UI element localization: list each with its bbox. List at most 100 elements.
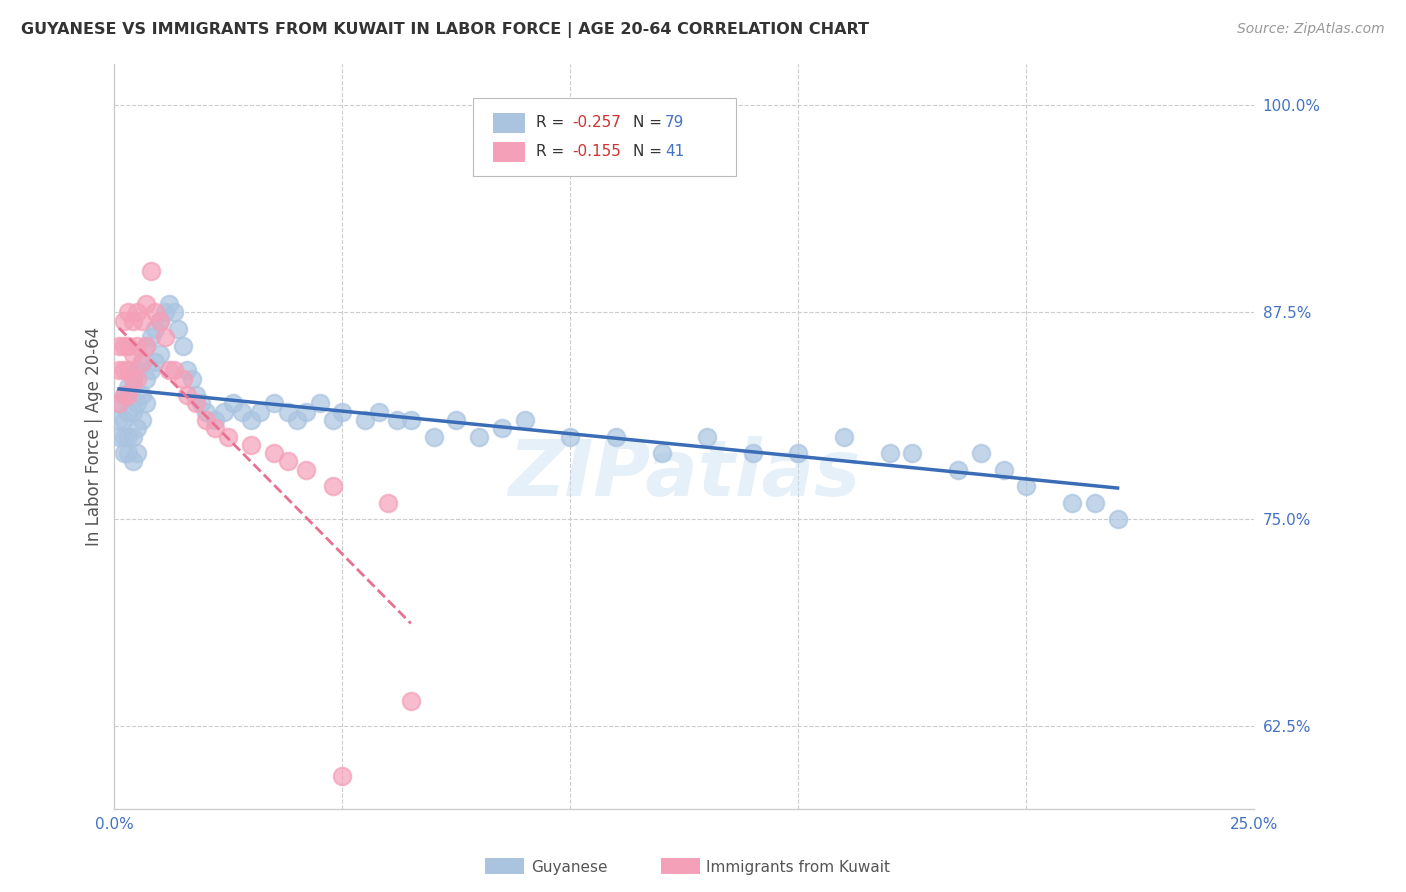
- Point: [112, 413, 135, 427]
- Point: [108, 396, 131, 410]
- Point: [135, 338, 157, 352]
- Point: [240, 438, 263, 452]
- Point: [946, 463, 969, 477]
- Point: [879, 446, 901, 460]
- Point: [112, 363, 135, 377]
- Text: ZIPatlas: ZIPatlas: [508, 436, 860, 512]
- Point: [108, 363, 131, 377]
- Point: [121, 380, 143, 394]
- Point: [135, 396, 157, 410]
- Point: [605, 429, 627, 443]
- Text: -0.155: -0.155: [572, 144, 621, 159]
- Point: [117, 429, 139, 443]
- Point: [127, 371, 149, 385]
- Point: [149, 347, 172, 361]
- Point: [1084, 496, 1107, 510]
- Point: [163, 363, 186, 377]
- Point: [249, 405, 271, 419]
- Point: [108, 429, 131, 443]
- Point: [332, 769, 354, 783]
- Point: [970, 446, 993, 460]
- Point: [139, 330, 162, 344]
- Point: [172, 371, 194, 385]
- Text: GUYANESE VS IMMIGRANTS FROM KUWAIT IN LABOR FORCE | AGE 20-64 CORRELATION CHART: GUYANESE VS IMMIGRANTS FROM KUWAIT IN LA…: [21, 22, 869, 38]
- Point: [176, 363, 198, 377]
- Point: [217, 429, 239, 443]
- Point: [446, 413, 468, 427]
- Point: [131, 413, 153, 427]
- Point: [117, 338, 139, 352]
- Point: [145, 305, 167, 319]
- Point: [263, 396, 285, 410]
- Point: [121, 347, 143, 361]
- Point: [186, 396, 208, 410]
- Text: 41: 41: [665, 144, 685, 159]
- Text: Immigrants from Kuwait: Immigrants from Kuwait: [706, 860, 890, 874]
- Point: [145, 355, 167, 369]
- Point: [112, 429, 135, 443]
- Text: -0.257: -0.257: [572, 115, 621, 129]
- Point: [139, 363, 162, 377]
- Point: [696, 429, 718, 443]
- Point: [112, 313, 135, 327]
- Point: [117, 388, 139, 402]
- Point: [167, 322, 190, 336]
- Point: [131, 355, 153, 369]
- Point: [212, 405, 235, 419]
- Text: R =: R =: [536, 144, 569, 159]
- Point: [149, 313, 172, 327]
- Point: [127, 396, 149, 410]
- Point: [131, 355, 153, 369]
- Point: [285, 413, 308, 427]
- Point: [181, 371, 204, 385]
- Point: [1107, 512, 1129, 526]
- Text: 79: 79: [665, 115, 685, 129]
- Point: [121, 405, 143, 419]
- Point: [121, 313, 143, 327]
- Point: [491, 421, 513, 435]
- Point: [153, 330, 176, 344]
- Point: [901, 446, 924, 460]
- Point: [153, 305, 176, 319]
- Point: [263, 446, 285, 460]
- Point: [121, 454, 143, 468]
- Point: [422, 429, 444, 443]
- Point: [277, 405, 299, 419]
- Point: [135, 338, 157, 352]
- FancyBboxPatch shape: [494, 113, 524, 133]
- Point: [117, 380, 139, 394]
- Point: [560, 429, 582, 443]
- Point: [112, 388, 135, 402]
- Text: R =: R =: [536, 115, 569, 129]
- Point: [139, 264, 162, 278]
- Point: [135, 371, 157, 385]
- Point: [108, 413, 131, 427]
- Point: [186, 388, 208, 402]
- Point: [468, 429, 491, 443]
- Point: [367, 405, 389, 419]
- Point: [322, 413, 344, 427]
- Point: [127, 421, 149, 435]
- Point: [240, 413, 263, 427]
- Point: [149, 313, 172, 327]
- Text: N =: N =: [633, 144, 666, 159]
- Point: [377, 496, 399, 510]
- Point: [108, 338, 131, 352]
- Point: [354, 413, 377, 427]
- Point: [172, 338, 194, 352]
- Point: [741, 446, 763, 460]
- Point: [1015, 479, 1038, 493]
- Text: Source: ZipAtlas.com: Source: ZipAtlas.com: [1237, 22, 1385, 37]
- Point: [322, 479, 344, 493]
- Point: [176, 388, 198, 402]
- Point: [295, 405, 318, 419]
- Point: [832, 429, 855, 443]
- Point: [157, 363, 180, 377]
- Point: [993, 463, 1015, 477]
- Text: Guyanese: Guyanese: [531, 860, 607, 874]
- Point: [194, 405, 217, 419]
- Point: [295, 463, 318, 477]
- Text: N =: N =: [633, 115, 666, 129]
- Point: [117, 363, 139, 377]
- Y-axis label: In Labor Force | Age 20-64: In Labor Force | Age 20-64: [86, 327, 103, 546]
